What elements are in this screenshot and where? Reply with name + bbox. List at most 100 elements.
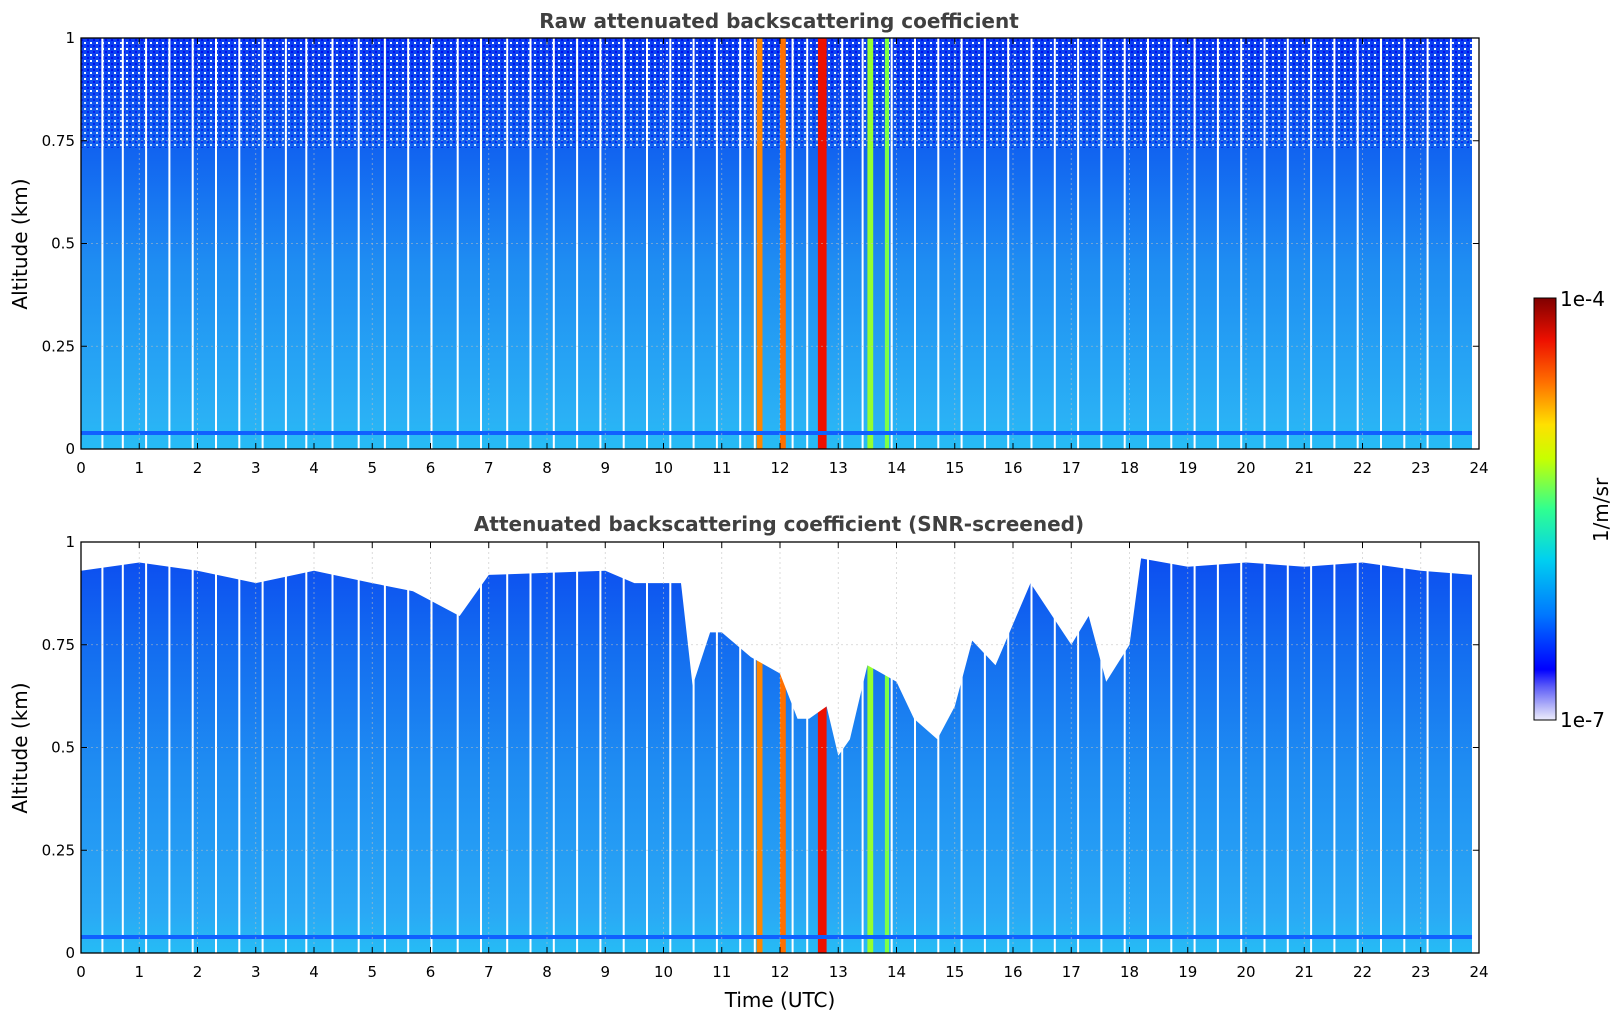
data-gap-stripe xyxy=(1007,542,1010,953)
x-tick-label: 19 xyxy=(1178,963,1197,981)
data-gap-stripe xyxy=(983,542,986,953)
x-tick-label: 21 xyxy=(1295,459,1314,477)
colorbar-min-label: 1e-7 xyxy=(1560,708,1605,732)
x-tick-label: 9 xyxy=(600,459,610,477)
data-gap-stripe xyxy=(1077,38,1080,449)
data-gap-stripe xyxy=(552,542,555,953)
x-tick-label: 1 xyxy=(134,963,144,981)
x-tick-label: 12 xyxy=(770,963,789,981)
data-gap-stripe xyxy=(238,542,241,953)
data-gap-stripe xyxy=(1053,38,1056,449)
data-gap-stripe xyxy=(753,38,756,449)
data-gap-stripe xyxy=(1263,542,1266,953)
x-tick-label: 16 xyxy=(1003,963,1022,981)
x-tick-label: 22 xyxy=(1353,963,1372,981)
x-tick-label: 10 xyxy=(654,963,673,981)
x-tick-label: 20 xyxy=(1236,459,1255,477)
x-tick-label: 5 xyxy=(367,459,377,477)
data-gap-stripe xyxy=(284,542,287,953)
raw-backscatter-panel: Raw attenuated backscattering coefficien… xyxy=(8,9,1489,477)
x-tick-label: 12 xyxy=(770,459,789,477)
x-tick-label: 23 xyxy=(1411,963,1430,981)
data-gap-stripe xyxy=(552,38,555,449)
data-gap-stripe xyxy=(914,542,916,953)
x-tick-label: 22 xyxy=(1353,459,1372,477)
data-gap-stripe xyxy=(238,38,241,449)
x-tick-label: 8 xyxy=(542,459,552,477)
x-tick-label: 14 xyxy=(887,459,906,477)
panel-title-raw: Raw attenuated backscattering coefficien… xyxy=(539,9,1019,33)
x-tick-label: 6 xyxy=(426,459,436,477)
data-gap-stripe xyxy=(1193,38,1196,449)
y-tick-label: 0.25 xyxy=(42,337,75,355)
data-gap-stripe xyxy=(739,542,742,953)
data-gap-stripe xyxy=(1263,38,1266,449)
x-tick-label: 10 xyxy=(654,459,673,477)
x-tick-label: 19 xyxy=(1178,459,1197,477)
data-gap-stripe xyxy=(383,38,386,449)
x-tick-label: 18 xyxy=(1120,459,1139,477)
data-gap-stripe xyxy=(1123,542,1126,953)
x-tick-label: 17 xyxy=(1062,459,1081,477)
data-gap-stripe xyxy=(1123,38,1126,449)
x-tick-label: 3 xyxy=(251,963,261,981)
x-tick-label: 0 xyxy=(76,459,86,477)
data-gap-stripe xyxy=(407,38,410,449)
data-gap-stripe xyxy=(168,542,171,953)
x-tick-label: 11 xyxy=(712,963,731,981)
x-tick-label: 3 xyxy=(251,459,261,477)
data-gap-stripe xyxy=(599,38,602,449)
x-tick-label: 8 xyxy=(542,963,552,981)
data-gap-stripe xyxy=(1077,542,1080,953)
x-tick-label: 17 xyxy=(1062,963,1081,981)
screened-y-axis-label: Altitude (km) xyxy=(8,682,32,813)
data-gap-stripe xyxy=(937,542,940,953)
x-tick-label: 2 xyxy=(193,459,203,477)
data-gap-stripe xyxy=(1007,38,1010,449)
high-backscatter-band xyxy=(756,542,763,953)
data-gap-stripe xyxy=(1333,542,1336,953)
x-tick-label: 18 xyxy=(1120,963,1139,981)
data-gap-stripe xyxy=(357,542,360,953)
y-tick-label: 0.75 xyxy=(42,132,75,150)
x-tick-label: 23 xyxy=(1411,459,1430,477)
data-gap-stripe xyxy=(692,542,695,953)
raw-y-axis-label: Altitude (km) xyxy=(8,178,32,309)
x-tick-label: 24 xyxy=(1469,459,1488,477)
colorbar-unit-label: 1/m/sr xyxy=(1589,477,1613,542)
data-gap-stripe xyxy=(914,38,916,449)
data-gap-stripe xyxy=(1403,542,1406,953)
colorbar-max-label: 1e-4 xyxy=(1560,287,1605,311)
y-tick-label: 0.75 xyxy=(42,636,75,654)
data-gap-stripe xyxy=(622,38,625,449)
data-gap-stripe xyxy=(357,38,360,449)
data-gap-stripe xyxy=(692,38,695,449)
x-tick-label: 4 xyxy=(309,963,319,981)
data-gap-stripe xyxy=(669,38,672,449)
data-gap-stripe xyxy=(983,38,986,449)
y-tick-label: 0 xyxy=(65,944,75,962)
screened-backscatter-panel: Attenuated backscattering coefficient (S… xyxy=(8,512,1489,1012)
x-tick-label: 20 xyxy=(1236,963,1255,981)
x-tick-label: 16 xyxy=(1003,459,1022,477)
high-backscatter-band xyxy=(756,38,763,449)
x-tick-label: 1 xyxy=(134,459,144,477)
x-axis-label: Time (UTC) xyxy=(724,988,836,1012)
data-gap-stripe xyxy=(407,542,410,953)
data-gap-stripe xyxy=(622,542,625,953)
data-gap-stripe xyxy=(739,38,742,449)
data-gap-stripe xyxy=(599,542,602,953)
data-gap-stripe xyxy=(1403,38,1406,449)
panel-title-screened: Attenuated backscattering coefficient (S… xyxy=(474,512,1084,536)
data-gap-stripe xyxy=(529,38,532,449)
x-tick-label: 5 xyxy=(367,963,377,981)
data-gap-stripe xyxy=(1449,542,1452,953)
x-tick-label: 9 xyxy=(600,963,610,981)
data-gap-stripe xyxy=(937,38,940,449)
y-tick-label: 1 xyxy=(65,533,75,551)
x-tick-label: 2 xyxy=(193,963,203,981)
data-gap-stripe xyxy=(168,38,171,449)
x-tick-label: 14 xyxy=(887,963,906,981)
data-gap-stripe xyxy=(753,542,756,953)
